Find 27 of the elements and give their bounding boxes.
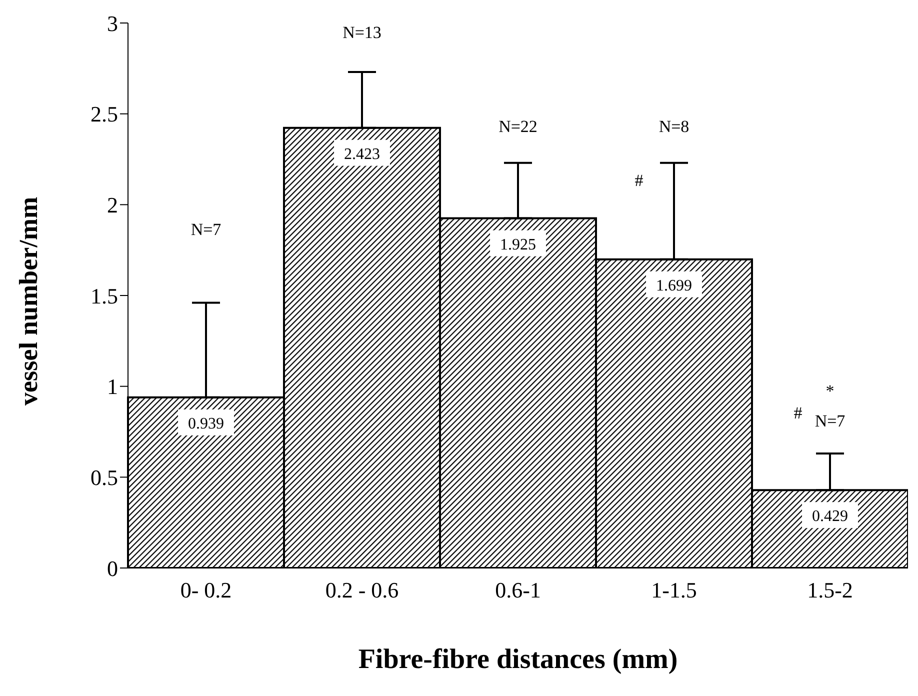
data-label: 0.429 [812,508,848,526]
data-label: 1.699 [656,277,692,294]
x-tick-label: 1.5-2 [807,578,853,603]
x-tick-label: 0.2 - 0.6 [325,578,399,603]
data-label: 1.925 [500,236,536,254]
annotation: N=7 [814,412,846,431]
annotation: N=7 [190,220,222,239]
annotation: N=22 [498,116,538,136]
x-tick-label: 0.6-1 [495,578,541,603]
y-tick-label: 1 [107,374,118,400]
y-tick-label: 0.5 [90,464,118,490]
annotation: N=8 [658,116,690,136]
x-axis-title: Fibre-fibre distances (mm) [358,644,678,675]
annotation: N=13 [342,23,382,42]
y-tick-label: 3 [107,10,118,36]
y-tick-label: 2 [107,192,118,218]
y-axis-title: vessel number/mm [14,196,44,406]
data-label: 2.423 [344,146,380,163]
x-tick-label: 0- 0.2 [180,578,232,603]
annotation: # [794,404,803,423]
y-tick-label: 1.5 [90,283,118,308]
annotation: * [826,382,834,401]
y-tick-label: 0 [107,556,118,581]
x-tick-label: 1-1.5 [651,578,697,603]
y-tick-label: 2.5 [90,102,118,127]
data-label: 0.939 [188,415,224,432]
annotation: # [634,170,644,190]
